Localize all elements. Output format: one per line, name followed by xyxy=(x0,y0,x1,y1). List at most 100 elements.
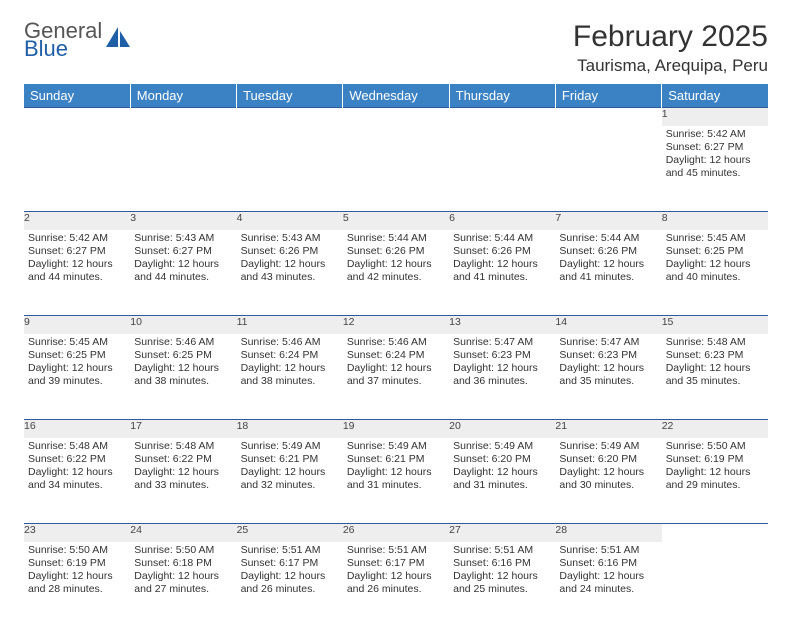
sunset-line: Sunset: 6:19 PM xyxy=(666,453,764,466)
day-details: Sunrise: 5:51 AMSunset: 6:16 PMDaylight:… xyxy=(555,542,661,601)
day-cell: Sunrise: 5:47 AMSunset: 6:23 PMDaylight:… xyxy=(555,334,661,420)
week-row: Sunrise: 5:42 AMSunset: 6:27 PMDaylight:… xyxy=(24,230,768,316)
daynum-row: 2345678 xyxy=(24,212,768,230)
sunrise-line: Sunrise: 5:51 AM xyxy=(347,544,445,557)
sunset-line: Sunset: 6:26 PM xyxy=(453,245,551,258)
day-cell xyxy=(130,126,236,212)
day-cell: Sunrise: 5:49 AMSunset: 6:20 PMDaylight:… xyxy=(555,438,661,524)
day-details: Sunrise: 5:44 AMSunset: 6:26 PMDaylight:… xyxy=(555,230,661,289)
day-number: 20 xyxy=(449,420,555,438)
day-cell xyxy=(662,542,768,628)
sunset-line: Sunset: 6:22 PM xyxy=(134,453,232,466)
daylight-line: Daylight: 12 hours and 26 minutes. xyxy=(347,570,445,596)
day-cell xyxy=(343,126,449,212)
day-number: 9 xyxy=(24,316,130,334)
day-details: Sunrise: 5:45 AMSunset: 6:25 PMDaylight:… xyxy=(662,230,768,289)
sunrise-line: Sunrise: 5:50 AM xyxy=(666,440,764,453)
day-number xyxy=(555,108,661,126)
sunrise-line: Sunrise: 5:43 AM xyxy=(241,232,339,245)
sunrise-line: Sunrise: 5:48 AM xyxy=(666,336,764,349)
daylight-line: Daylight: 12 hours and 25 minutes. xyxy=(453,570,551,596)
daylight-line: Daylight: 12 hours and 35 minutes. xyxy=(666,362,764,388)
sunset-line: Sunset: 6:21 PM xyxy=(347,453,445,466)
sunset-line: Sunset: 6:27 PM xyxy=(666,141,764,154)
day-number: 27 xyxy=(449,524,555,542)
day-number: 6 xyxy=(449,212,555,230)
sunrise-line: Sunrise: 5:49 AM xyxy=(241,440,339,453)
daylight-line: Daylight: 12 hours and 24 minutes. xyxy=(559,570,657,596)
day-cell xyxy=(449,126,555,212)
day-cell: Sunrise: 5:47 AMSunset: 6:23 PMDaylight:… xyxy=(449,334,555,420)
calendar-table: SundayMondayTuesdayWednesdayThursdayFrid… xyxy=(24,84,768,628)
day-number: 19 xyxy=(343,420,449,438)
sunset-line: Sunset: 6:22 PM xyxy=(28,453,126,466)
sunset-line: Sunset: 6:25 PM xyxy=(28,349,126,362)
sunset-line: Sunset: 6:19 PM xyxy=(28,557,126,570)
day-number: 13 xyxy=(449,316,555,334)
sunset-line: Sunset: 6:25 PM xyxy=(134,349,232,362)
day-number: 18 xyxy=(237,420,343,438)
sunset-line: Sunset: 6:18 PM xyxy=(134,557,232,570)
day-cell: Sunrise: 5:46 AMSunset: 6:24 PMDaylight:… xyxy=(343,334,449,420)
day-details: Sunrise: 5:42 AMSunset: 6:27 PMDaylight:… xyxy=(662,126,768,185)
day-header: Tuesday xyxy=(237,84,343,108)
day-details: Sunrise: 5:46 AMSunset: 6:24 PMDaylight:… xyxy=(237,334,343,393)
sunset-line: Sunset: 6:23 PM xyxy=(666,349,764,362)
daylight-line: Daylight: 12 hours and 30 minutes. xyxy=(559,466,657,492)
logo-text-block: General Blue xyxy=(24,20,102,60)
day-details: Sunrise: 5:51 AMSunset: 6:17 PMDaylight:… xyxy=(237,542,343,601)
daylight-line: Daylight: 12 hours and 37 minutes. xyxy=(347,362,445,388)
day-details: Sunrise: 5:50 AMSunset: 6:19 PMDaylight:… xyxy=(662,438,768,497)
sunrise-line: Sunrise: 5:49 AM xyxy=(347,440,445,453)
day-cell: Sunrise: 5:48 AMSunset: 6:23 PMDaylight:… xyxy=(662,334,768,420)
day-cell: Sunrise: 5:51 AMSunset: 6:17 PMDaylight:… xyxy=(343,542,449,628)
sunset-line: Sunset: 6:20 PM xyxy=(559,453,657,466)
day-number: 11 xyxy=(237,316,343,334)
sunrise-line: Sunrise: 5:47 AM xyxy=(453,336,551,349)
day-details: Sunrise: 5:42 AMSunset: 6:27 PMDaylight:… xyxy=(24,230,130,289)
sunset-line: Sunset: 6:26 PM xyxy=(559,245,657,258)
day-cell: Sunrise: 5:48 AMSunset: 6:22 PMDaylight:… xyxy=(130,438,236,524)
daylight-line: Daylight: 12 hours and 33 minutes. xyxy=(134,466,232,492)
day-details: Sunrise: 5:49 AMSunset: 6:21 PMDaylight:… xyxy=(237,438,343,497)
day-number: 17 xyxy=(130,420,236,438)
day-header-row: SundayMondayTuesdayWednesdayThursdayFrid… xyxy=(24,84,768,108)
day-number: 16 xyxy=(24,420,130,438)
sunrise-line: Sunrise: 5:47 AM xyxy=(559,336,657,349)
day-details: Sunrise: 5:48 AMSunset: 6:22 PMDaylight:… xyxy=(130,438,236,497)
day-header: Monday xyxy=(130,84,236,108)
sunrise-line: Sunrise: 5:46 AM xyxy=(241,336,339,349)
day-number xyxy=(24,108,130,126)
day-cell: Sunrise: 5:50 AMSunset: 6:18 PMDaylight:… xyxy=(130,542,236,628)
sunset-line: Sunset: 6:26 PM xyxy=(241,245,339,258)
day-number: 24 xyxy=(130,524,236,542)
logo: General Blue xyxy=(24,20,134,60)
daylight-line: Daylight: 12 hours and 44 minutes. xyxy=(28,258,126,284)
day-number: 5 xyxy=(343,212,449,230)
day-number: 2 xyxy=(24,212,130,230)
sunrise-line: Sunrise: 5:51 AM xyxy=(559,544,657,557)
daylight-line: Daylight: 12 hours and 27 minutes. xyxy=(134,570,232,596)
sunrise-line: Sunrise: 5:44 AM xyxy=(347,232,445,245)
sunrise-line: Sunrise: 5:49 AM xyxy=(559,440,657,453)
day-cell: Sunrise: 5:42 AMSunset: 6:27 PMDaylight:… xyxy=(662,126,768,212)
sunrise-line: Sunrise: 5:51 AM xyxy=(453,544,551,557)
day-cell: Sunrise: 5:48 AMSunset: 6:22 PMDaylight:… xyxy=(24,438,130,524)
day-details: Sunrise: 5:46 AMSunset: 6:24 PMDaylight:… xyxy=(343,334,449,393)
day-cell: Sunrise: 5:43 AMSunset: 6:27 PMDaylight:… xyxy=(130,230,236,316)
day-cell: Sunrise: 5:45 AMSunset: 6:25 PMDaylight:… xyxy=(662,230,768,316)
day-number: 12 xyxy=(343,316,449,334)
daylight-line: Daylight: 12 hours and 31 minutes. xyxy=(453,466,551,492)
day-number: 3 xyxy=(130,212,236,230)
day-details: Sunrise: 5:48 AMSunset: 6:23 PMDaylight:… xyxy=(662,334,768,393)
daylight-line: Daylight: 12 hours and 29 minutes. xyxy=(666,466,764,492)
day-cell: Sunrise: 5:44 AMSunset: 6:26 PMDaylight:… xyxy=(449,230,555,316)
day-header: Saturday xyxy=(662,84,768,108)
day-details: Sunrise: 5:49 AMSunset: 6:20 PMDaylight:… xyxy=(449,438,555,497)
day-cell: Sunrise: 5:51 AMSunset: 6:16 PMDaylight:… xyxy=(555,542,661,628)
location: Taurisma, Arequipa, Peru xyxy=(573,56,768,76)
logo-sail-icon xyxy=(104,25,134,56)
sunrise-line: Sunrise: 5:49 AM xyxy=(453,440,551,453)
day-cell: Sunrise: 5:44 AMSunset: 6:26 PMDaylight:… xyxy=(343,230,449,316)
sunrise-line: Sunrise: 5:42 AM xyxy=(666,128,764,141)
